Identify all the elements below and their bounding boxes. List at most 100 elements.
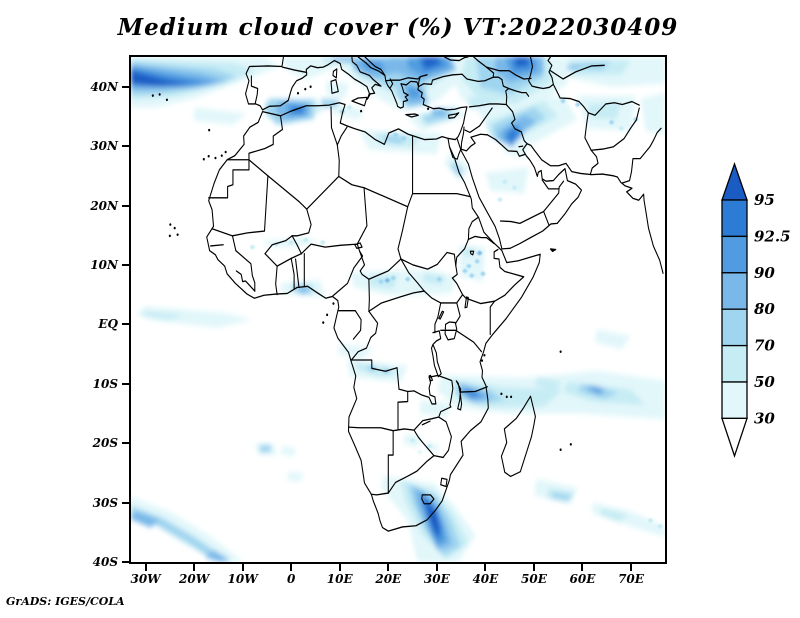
map-outline — [456, 138, 462, 150]
map-outline — [590, 107, 640, 151]
map-outline — [387, 430, 394, 494]
island-dot — [202, 157, 205, 161]
colorbar-label: 80 — [754, 300, 775, 318]
map-outline — [210, 244, 224, 247]
island-dot — [169, 223, 172, 226]
cloud-region — [131, 496, 246, 562]
map-outline — [290, 257, 295, 290]
cloud-region — [422, 57, 438, 67]
cloud-speck — [378, 278, 384, 285]
cloud-speck — [647, 517, 654, 524]
y-axis-tick-label: 40N — [90, 79, 118, 94]
cloud-region — [286, 471, 304, 482]
map-outline — [397, 388, 409, 430]
colorbar-label: 90 — [754, 264, 775, 282]
plot-title: Medium cloud cover (%) VT:2022030409 — [117, 14, 679, 41]
island-dot — [510, 395, 513, 399]
map-outline-closed — [447, 112, 460, 119]
island-dot — [158, 93, 161, 96]
cloud-region — [259, 444, 272, 454]
x-axis-tick-label: 30E — [423, 572, 450, 586]
map-canvas — [131, 57, 665, 562]
map-outline — [389, 78, 394, 89]
map-outline — [413, 416, 440, 431]
map-outline — [462, 293, 496, 305]
x-axis-tick — [581, 564, 584, 571]
island-dot — [505, 395, 508, 399]
map-outline — [528, 57, 554, 90]
y-axis-tick — [122, 204, 129, 207]
map-outline — [433, 454, 444, 459]
map-outline — [438, 379, 454, 418]
cloud-region — [194, 107, 248, 125]
colorbar-label: 95 — [754, 191, 775, 209]
y-axis-tick — [122, 323, 129, 326]
x-axis-tick-label: 40E — [472, 572, 499, 586]
cloud-region — [204, 550, 231, 562]
map-outline — [505, 103, 528, 145]
cloud-region — [407, 85, 421, 99]
island-dot — [207, 154, 210, 158]
map-outline — [423, 290, 442, 304]
map-outline — [486, 134, 518, 153]
map-outline-closed — [430, 343, 442, 378]
map-outline — [350, 310, 379, 361]
x-axis-tick — [532, 564, 535, 571]
map-outline — [451, 277, 464, 296]
y-axis-tick — [122, 501, 129, 504]
cloud-region — [640, 92, 665, 135]
map-outline — [363, 187, 409, 208]
map-outline — [397, 206, 409, 260]
map-outline-closed — [500, 395, 536, 478]
island-dot — [559, 350, 562, 353]
island-dot — [168, 234, 171, 238]
map-outline — [432, 330, 442, 346]
map-outline — [276, 257, 292, 267]
x-axis-tick-label: 0 — [287, 572, 296, 586]
y-axis-tick-label: 20N — [90, 198, 118, 213]
map-outline — [468, 103, 507, 108]
cloud-speck — [339, 108, 346, 115]
x-axis-tick-label: 20W — [179, 572, 210, 586]
cloud-speck — [288, 239, 295, 246]
map-outline — [347, 426, 415, 432]
cloud-speck — [416, 449, 423, 455]
island-dot — [322, 321, 325, 324]
y-axis-tick — [122, 561, 129, 563]
x-axis-tick — [193, 564, 196, 571]
island-dot — [480, 359, 484, 362]
island-dot — [220, 154, 223, 157]
map-outline-closed — [469, 250, 475, 256]
cloud-region — [131, 512, 161, 528]
map-outline — [336, 144, 340, 178]
colorbar-segment — [721, 344, 748, 383]
map-outline — [370, 492, 389, 496]
map-outline — [493, 248, 500, 260]
cloud-speck — [462, 268, 468, 274]
x-axis-tick — [484, 564, 487, 571]
cloud-speck — [511, 185, 518, 191]
cloud-region — [565, 64, 583, 70]
cloud-region — [594, 329, 632, 350]
x-axis-tick — [630, 564, 633, 571]
cloud-region — [135, 306, 253, 328]
island-dot — [296, 91, 300, 95]
map-outline — [467, 235, 495, 245]
map-outline-closed — [405, 113, 419, 118]
map-outline — [508, 87, 530, 97]
cloud-region — [325, 80, 350, 99]
y-axis-tick-label: EQ — [98, 317, 118, 332]
map-outline — [300, 243, 358, 255]
cloud-region — [383, 134, 406, 145]
map-outline — [330, 106, 338, 146]
map-outline — [407, 374, 439, 405]
map-outline — [541, 179, 560, 190]
island-dot — [551, 249, 554, 252]
y-axis-tick-label: 30S — [92, 495, 118, 510]
map-outline — [295, 258, 300, 289]
map-outline — [356, 187, 368, 245]
colorbar-segment — [721, 308, 748, 347]
map-outline — [235, 270, 244, 283]
x-axis-tick — [387, 564, 390, 571]
map-outline — [479, 107, 493, 127]
